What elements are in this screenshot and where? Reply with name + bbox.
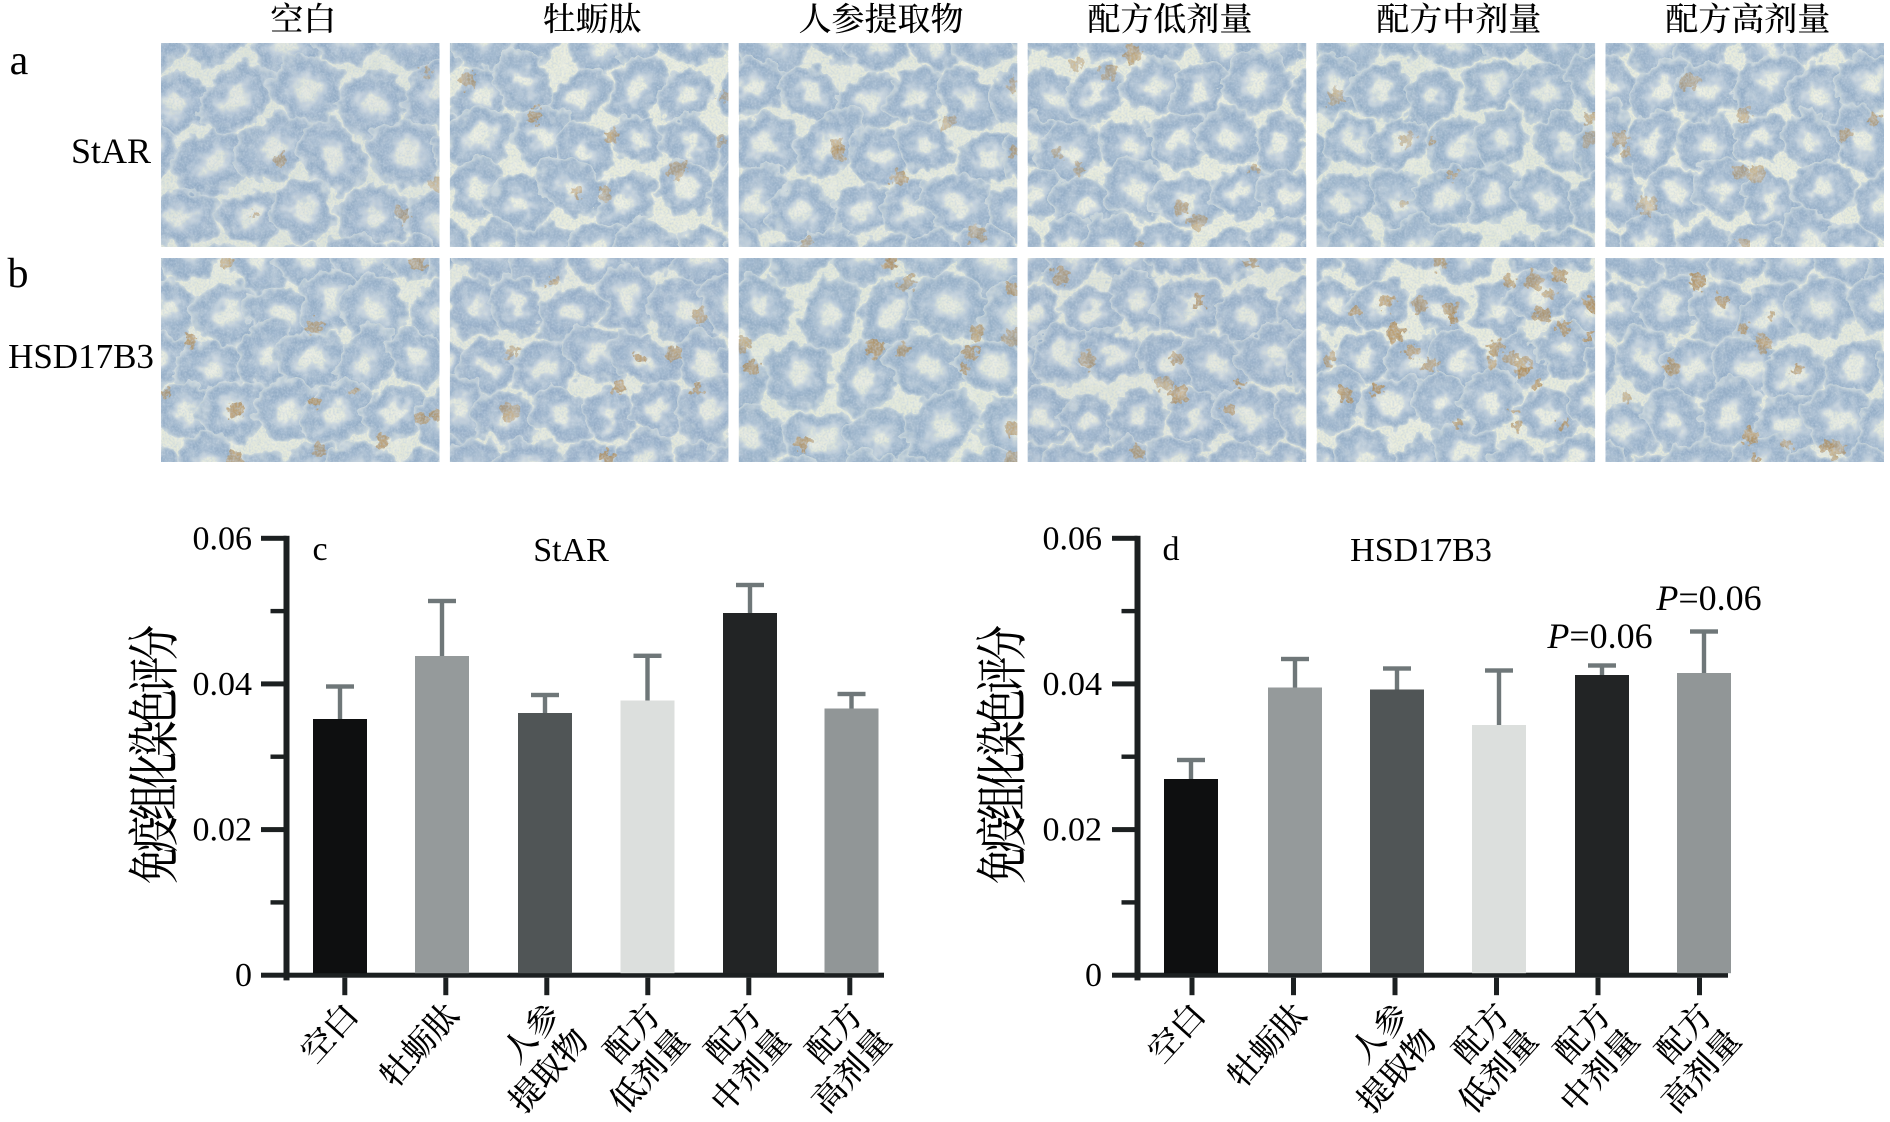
svg-text:d: d [1163, 531, 1180, 568]
svg-text:0.04: 0.04 [1043, 666, 1103, 703]
svg-text:c: c [312, 531, 327, 568]
svg-text:a: a [10, 38, 29, 84]
svg-text:P=0.06: P=0.06 [1546, 616, 1652, 656]
svg-text:StAR: StAR [533, 532, 609, 569]
svg-text:HSD17B3: HSD17B3 [8, 337, 154, 376]
svg-text:P=0.06: P=0.06 [1655, 578, 1761, 618]
svg-text:0.06: 0.06 [1043, 520, 1103, 557]
svg-text:0.06: 0.06 [193, 520, 253, 557]
svg-text:0.02: 0.02 [1043, 812, 1103, 849]
svg-text:b: b [8, 251, 29, 297]
svg-text:StAR: StAR [71, 131, 151, 171]
svg-text:0.02: 0.02 [193, 812, 253, 849]
svg-text:0.04: 0.04 [193, 666, 253, 703]
svg-text:0: 0 [235, 957, 252, 994]
svg-text:HSD17B3: HSD17B3 [1350, 532, 1492, 569]
svg-text:0: 0 [1085, 957, 1102, 994]
